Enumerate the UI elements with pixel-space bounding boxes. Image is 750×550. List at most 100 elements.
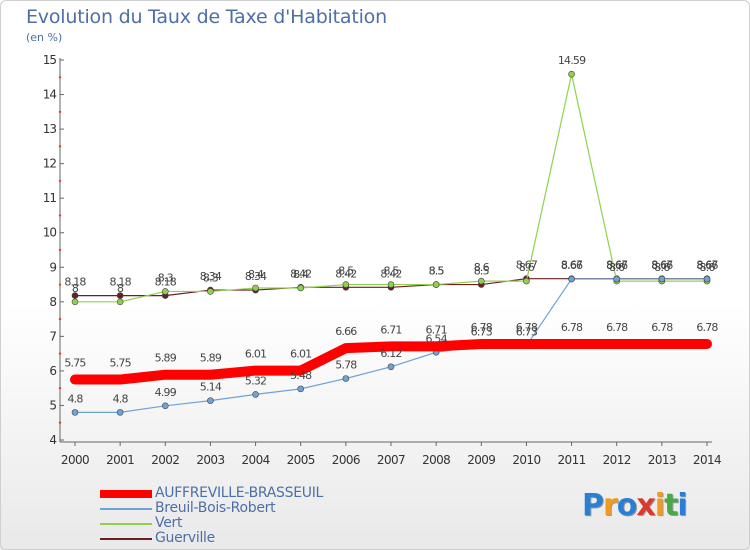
auffreville-brasseuil-data-label: 5.89 xyxy=(155,352,177,365)
legend-swatch xyxy=(100,490,152,498)
guerville-data-label: 8.34 xyxy=(200,270,222,283)
vert-data-label: 8 xyxy=(72,282,79,295)
guerville-data-label: 8.5 xyxy=(429,265,445,278)
y-minor-tick xyxy=(58,352,62,355)
y-minor-tick xyxy=(58,179,62,183)
x-tick-label: 2006 xyxy=(332,453,360,467)
logo-letter: i xyxy=(677,488,687,523)
auffreville-brasseuil-data-label: 6.78 xyxy=(516,321,538,334)
vert-point xyxy=(523,277,530,285)
breuil-bois-robert-data-label: 8.66 xyxy=(561,259,583,272)
breuil-bois-robert-point xyxy=(703,275,711,283)
x-tick-label: 2012 xyxy=(603,453,631,467)
guerville-data-label: 8.18 xyxy=(155,276,177,289)
x-tick-label: 2007 xyxy=(377,453,405,467)
x-tick-label: 2009 xyxy=(467,453,495,467)
breuil-bois-robert-data-label: 4.8 xyxy=(67,392,83,405)
breuil-bois-robert-point xyxy=(568,275,575,283)
breuil-bois-robert-data-label: 6.73 xyxy=(471,326,493,339)
x-tick-label: 2005 xyxy=(287,453,315,467)
y-tick-label: 15 xyxy=(43,53,57,67)
unit-label: (en %) xyxy=(26,31,63,44)
breuil-bois-robert-data-label: 6.73 xyxy=(516,326,538,339)
guerville-data-label: 8.67 xyxy=(606,259,628,272)
vert-data-label: 8.6 xyxy=(519,261,535,274)
auffreville-brasseuil-data-label: 6.71 xyxy=(380,323,401,336)
vert-data-label: 14.59 xyxy=(558,54,586,67)
y-tick-label: 5 xyxy=(49,398,56,412)
vert-data-label: 8.4 xyxy=(248,268,264,281)
auffreville-brasseuil-data-label: 6.01 xyxy=(245,348,266,361)
guerville-data-label: 8.42 xyxy=(335,267,356,280)
guerville-data-label: 8.67 xyxy=(516,259,538,272)
breuil-bois-robert-point xyxy=(116,409,124,416)
vert-point xyxy=(342,281,350,288)
guerville-data-label: 8.18 xyxy=(109,276,131,289)
y-minor-tick xyxy=(58,317,62,321)
guerville-data-label: 8.42 xyxy=(380,267,401,280)
breuil-bois-robert-data-label: 5.78 xyxy=(335,359,357,372)
y-tick-label: 10 xyxy=(43,226,57,240)
breuil-bois-robert-point xyxy=(207,397,214,404)
logo-letter: x xyxy=(636,488,655,523)
logo-letter: i xyxy=(654,488,665,523)
y-tick-label: 14 xyxy=(43,88,57,102)
y-minor-tick xyxy=(58,283,62,286)
guerville-data-label: 8.67 xyxy=(561,259,583,272)
vert-point xyxy=(432,281,440,288)
legend-label: Guerville xyxy=(155,530,215,546)
vert-data-label: 8.5 xyxy=(383,265,399,278)
vert-data-label: 8.6 xyxy=(699,261,715,274)
auffreville-brasseuil-data-label: 6.01 xyxy=(290,348,311,361)
breuil-bois-robert-point xyxy=(71,409,79,416)
x-tick-label: 2001 xyxy=(106,453,134,467)
y-minor-tick xyxy=(58,110,62,114)
vert-point xyxy=(207,288,214,295)
y-minor-tick xyxy=(58,248,62,252)
x-tick-label: 2004 xyxy=(242,453,270,467)
y-tick-label: 13 xyxy=(43,122,57,136)
legend-label: AUFFREVILLE-BRASSEUIL xyxy=(155,485,324,501)
vert-data-label: 8.6 xyxy=(654,261,670,274)
guerville-data-label: 8.18 xyxy=(64,276,86,289)
breuil-bois-robert-point xyxy=(252,391,259,398)
auffreville-brasseuil-data-label: 5.75 xyxy=(109,357,131,370)
logo-letter: r xyxy=(603,488,618,523)
vert-data-label: 8.4 xyxy=(293,268,309,281)
y-minor-tick xyxy=(58,214,62,217)
vert-point xyxy=(161,288,169,295)
breuil-bois-robert-point xyxy=(161,402,169,410)
legend-swatch xyxy=(100,538,152,540)
y-minor-tick xyxy=(58,386,62,390)
breuil-bois-robert-data-label: 4.99 xyxy=(155,386,177,399)
breuil-bois-robert-data-label: 5.14 xyxy=(200,381,222,394)
legend-label: Breuil-Bois-Robert xyxy=(155,500,276,516)
breuil-bois-robert-data-label: 8.66 xyxy=(696,259,718,272)
y-tick-label: 7 xyxy=(49,329,56,343)
vert-point xyxy=(568,70,575,78)
guerville-data-label: 8.42 xyxy=(290,267,311,280)
auffreville-brasseuil-data-label: 6.78 xyxy=(561,321,583,334)
breuil-bois-robert-data-label: 5.48 xyxy=(290,369,312,382)
logo-letter: P xyxy=(582,488,604,523)
auffreville-brasseuil-data-label: 6.78 xyxy=(651,321,673,334)
y-minor-tick xyxy=(58,145,62,148)
legend-label: Vert xyxy=(155,515,183,531)
breuil-bois-robert-point xyxy=(387,363,395,371)
vert-point xyxy=(71,298,79,306)
y-minor-tick xyxy=(58,421,62,424)
vert-data-label: 8.6 xyxy=(474,261,490,274)
guerville-data-label: 8.67 xyxy=(696,259,718,272)
auffreville-brasseuil-data-label: 6.78 xyxy=(696,321,718,334)
x-tick-label: 2003 xyxy=(196,453,224,467)
x-tick-label: 2010 xyxy=(512,453,540,467)
breuil-bois-robert-point xyxy=(658,275,666,283)
vert-point xyxy=(252,284,259,292)
y-tick-label: 4 xyxy=(49,433,56,447)
breuil-bois-robert-data-label: 6.54 xyxy=(425,332,447,345)
logo-letter: t xyxy=(664,488,678,523)
vert-point xyxy=(477,277,485,285)
breuil-bois-robert-data-label: 8.66 xyxy=(651,259,673,272)
y-tick-label: 6 xyxy=(49,364,56,378)
y-tick-label: 8 xyxy=(49,295,56,309)
